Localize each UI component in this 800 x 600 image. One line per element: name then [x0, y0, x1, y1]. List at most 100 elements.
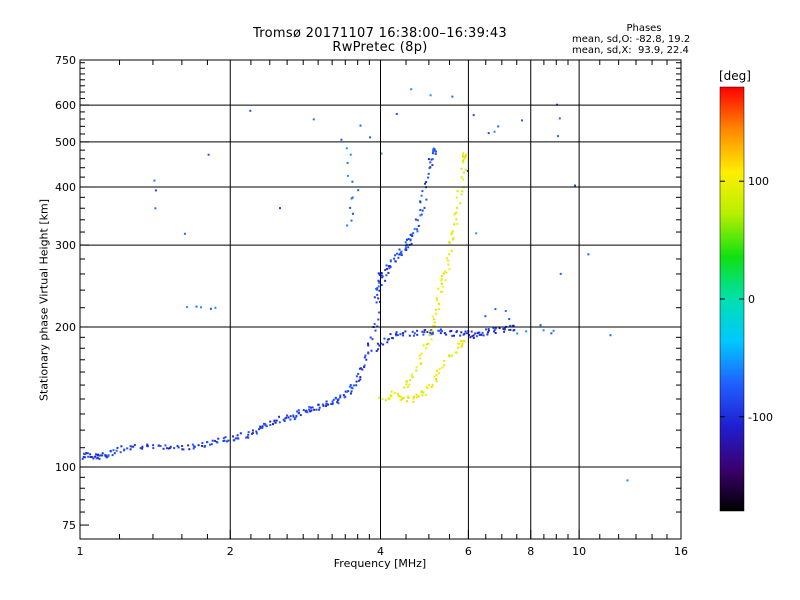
scatter-point [401, 398, 404, 401]
scatter-point [120, 445, 123, 448]
scatter-point [376, 287, 379, 290]
scatter-point [295, 415, 298, 418]
scatter-point [378, 396, 381, 399]
scatter-point [384, 399, 387, 402]
scatter-point [448, 268, 451, 271]
scatter-point [386, 341, 389, 344]
scatter-point [237, 437, 240, 440]
scatter-point [193, 445, 196, 448]
scatter-point [169, 445, 172, 448]
scatter-point [448, 253, 451, 256]
scatter-point [415, 396, 418, 399]
scatter-point [460, 331, 463, 334]
scatter-point [346, 390, 348, 393]
scatter-point [497, 125, 500, 128]
scatter-point [437, 329, 440, 332]
scatter-point [461, 343, 464, 346]
scatter-point [332, 398, 335, 401]
scatter-point [106, 455, 109, 458]
scatter-point [395, 331, 398, 334]
y-tick-label: 200 [55, 321, 76, 334]
scatter-point [410, 88, 413, 91]
scatter-point [247, 433, 250, 436]
scatter-point [456, 206, 459, 209]
scatter-point [445, 333, 448, 336]
scatter-point [445, 257, 448, 260]
scatter-point [405, 244, 408, 247]
scatter-point [427, 172, 430, 175]
scatter-point [438, 308, 440, 311]
scatter-point [472, 334, 475, 337]
scatter-point [350, 219, 353, 222]
scatter-point [509, 328, 512, 331]
scatter-point [405, 383, 408, 386]
scatter-point [435, 380, 438, 383]
scatter-point [129, 445, 132, 448]
scatter-point [438, 372, 441, 375]
scatter-point [378, 280, 381, 283]
scatter-point [411, 235, 414, 237]
scatter-point [344, 395, 347, 398]
scatter-point [310, 409, 313, 412]
scatter-point [477, 331, 480, 334]
scatter-point [456, 222, 459, 225]
scatter-point [552, 329, 555, 332]
scatter-point [498, 327, 501, 330]
scatter-point [164, 444, 167, 447]
scatter-point [339, 394, 342, 397]
scatter-point [211, 439, 214, 442]
scatter-point [247, 431, 250, 434]
scatter-point [363, 356, 366, 359]
scatter-point [461, 340, 464, 343]
scatter-point [337, 398, 340, 401]
scatter-point [416, 230, 419, 233]
scatter-point [457, 342, 460, 345]
scatter-point [153, 179, 156, 182]
scatter-point [425, 198, 428, 201]
scatter-point [456, 190, 459, 193]
y-axis-label: Stationary phase Virtual Height [km] [37, 198, 51, 402]
scatter-point [460, 340, 463, 343]
scatter-point [444, 270, 447, 273]
scatter-point [417, 224, 420, 227]
scatter-point [377, 348, 380, 351]
scatter-point [388, 267, 391, 270]
x-tick-label: 6 [465, 545, 472, 558]
scatter-point [367, 344, 370, 347]
scatter-point [409, 234, 412, 236]
scatter-point [126, 447, 129, 450]
scatter-point [431, 383, 434, 386]
scatter-point [115, 449, 118, 452]
scatter-point [408, 383, 411, 386]
scatter-point [346, 162, 349, 164]
scatter-point [412, 400, 415, 403]
scatter-point [433, 324, 436, 327]
scatter-point [201, 442, 204, 444]
scatter-point [413, 227, 416, 230]
scatter-point [609, 334, 612, 337]
scatter-point [426, 331, 429, 334]
scatter-point [440, 275, 443, 278]
scatter-point [289, 415, 292, 418]
scatter-point [383, 337, 386, 340]
scatter-point [463, 156, 466, 158]
scatter-point [286, 414, 289, 417]
scatter-point [279, 207, 281, 210]
scatter-point [87, 455, 90, 458]
scatter-point [217, 437, 220, 440]
scatter-point [447, 263, 450, 266]
scatter-point [234, 437, 237, 440]
scatter-point [493, 328, 496, 331]
scatter-point [469, 336, 472, 339]
scatter-point [436, 369, 438, 372]
scatter-point [309, 410, 312, 413]
scatter-point [113, 452, 116, 455]
scatter-point [464, 156, 467, 159]
scatter-point [357, 372, 360, 375]
scatter-point [455, 331, 458, 334]
scatter-point [347, 390, 350, 392]
scatter-point [169, 447, 172, 449]
scatter-point [423, 331, 426, 334]
scatter-point [513, 329, 516, 331]
scatter-point [475, 335, 478, 338]
